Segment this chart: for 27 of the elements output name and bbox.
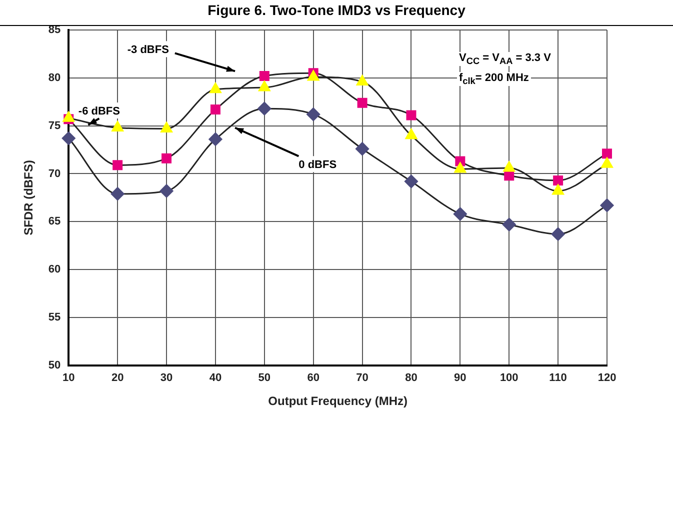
x-tick-label: 60 <box>307 372 320 384</box>
x-tick-label: 110 <box>549 372 567 384</box>
x-tick-label: 90 <box>454 372 466 384</box>
x-tick-label: 40 <box>209 372 222 384</box>
text: -3 dBFS <box>127 44 169 56</box>
x-tick-label: 80 <box>405 372 418 384</box>
annotation: V$_{CC}$ = V$_{AA}$ = 3.3 V <box>457 52 553 66</box>
text: 0 dBFS <box>298 159 337 172</box>
x-tick-label: 30 <box>160 372 173 384</box>
y-tick-label: 80 <box>48 72 61 84</box>
x-axis-title: Output Frequency (MHz) <box>268 394 408 408</box>
y-tick-label: 65 <box>48 216 61 228</box>
y-tick-label: 60 <box>48 264 61 276</box>
y-tick-label: 75 <box>48 120 61 132</box>
x-tick-label: 100 <box>500 372 518 384</box>
annotation: f$_{clk}$= 200 MHz <box>457 72 531 86</box>
y-axis-title: SFDR (dBFS) <box>22 160 36 236</box>
x-tick-label: 20 <box>111 372 124 384</box>
series-label: -6 dBFS <box>78 105 120 118</box>
x-tick-label: 120 <box>598 372 616 384</box>
x-tick-label: 10 <box>62 372 75 384</box>
y-tick-label: 55 <box>48 312 61 324</box>
x-tick-label: 50 <box>258 372 271 384</box>
y-tick-label: 50 <box>48 359 61 372</box>
y-tick-label: 70 <box>48 168 61 180</box>
x-tick-label: 70 <box>356 372 368 384</box>
chart-title: Figure 6. Two-Tone IMD3 vs Frequency <box>206 2 466 18</box>
